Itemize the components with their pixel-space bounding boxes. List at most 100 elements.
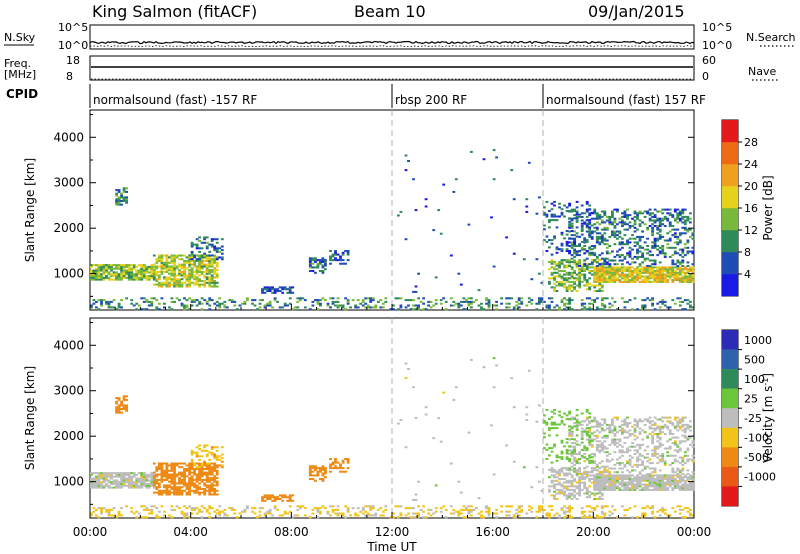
heatmap-cell xyxy=(600,465,604,468)
heatmap-cell xyxy=(422,297,426,300)
heatmap-cell xyxy=(673,266,677,269)
heatmap-cell xyxy=(160,475,164,478)
heatmap-cell xyxy=(638,427,642,430)
heatmap-cell xyxy=(570,488,574,491)
heatmap-cell xyxy=(631,237,634,240)
heatmap-cell xyxy=(563,204,566,207)
heatmap-cell xyxy=(417,516,421,519)
heatmap-cell xyxy=(140,273,144,276)
heatmap-cell xyxy=(656,447,660,450)
heatmap-cell xyxy=(190,260,194,263)
heatmap-cell xyxy=(178,281,181,284)
heatmap-cell xyxy=(626,460,629,463)
heatmap-cell xyxy=(120,483,124,486)
heatmap-cell xyxy=(122,200,126,203)
heatmap-cell xyxy=(210,245,214,248)
heatmap-cell xyxy=(661,474,665,477)
heatmap-cell xyxy=(122,404,126,407)
heatmap-cell xyxy=(548,476,551,479)
heatmap-cell xyxy=(608,478,612,481)
heatmap-cell xyxy=(223,300,227,303)
heatmap-cell xyxy=(626,243,629,246)
heatmap-cell xyxy=(112,507,116,510)
heatmap-cell xyxy=(671,469,675,472)
heatmap-cell xyxy=(565,456,569,459)
heatmap-cell xyxy=(588,422,592,425)
heatmap-cell xyxy=(585,284,589,287)
heatmap-cell xyxy=(686,479,690,482)
heatmap-cell xyxy=(185,306,189,309)
heatmap-cell xyxy=(278,498,282,501)
heatmap-cell xyxy=(658,223,662,226)
heatmap-cell xyxy=(188,482,192,485)
heatmap-cell xyxy=(170,466,174,469)
heatmap-cell xyxy=(208,516,212,519)
heatmap-cell xyxy=(588,223,592,226)
heatmap-cell xyxy=(200,270,204,273)
heatmap-cell xyxy=(183,484,186,487)
heatmap-cell xyxy=(183,274,186,277)
heatmap-cell xyxy=(407,507,410,510)
x-tick-label: 16:00 xyxy=(475,525,510,539)
heatmap-cell xyxy=(429,300,433,303)
heatmap-cell xyxy=(266,290,270,293)
heatmap-cell xyxy=(633,485,637,488)
heatmap-cell xyxy=(117,397,121,400)
heatmap-cell xyxy=(623,255,627,258)
heatmap-cell xyxy=(457,512,461,515)
heatmap-cell xyxy=(638,458,642,461)
heatmap-cell xyxy=(170,462,174,465)
heatmap-cell xyxy=(203,493,207,496)
heatmap-cell xyxy=(580,204,584,207)
heatmap-cell xyxy=(185,274,189,277)
x-tick-label: 00:00 xyxy=(73,525,108,539)
heatmap-cell xyxy=(399,297,403,300)
heatmap-cell xyxy=(140,472,144,475)
heatmap-cell xyxy=(213,469,217,472)
heatmap-cell xyxy=(570,277,574,280)
heatmap-cell xyxy=(668,474,672,477)
heatmap-cell xyxy=(633,505,637,508)
heatmap-cell xyxy=(220,256,224,259)
heatmap-cell xyxy=(173,464,176,467)
heatmap-cell xyxy=(97,484,101,487)
heatmap-cell xyxy=(548,512,551,515)
heatmap-cell xyxy=(525,210,529,213)
heatmap-cell xyxy=(578,490,582,493)
heatmap-cell xyxy=(316,472,320,475)
heatmap-cell xyxy=(95,267,98,270)
heatmap-cell xyxy=(271,514,275,517)
heatmap-cell xyxy=(515,512,519,515)
heatmap-cell xyxy=(613,300,617,303)
heatmap-cell xyxy=(638,223,642,226)
heatmap-cell xyxy=(681,485,685,488)
heatmap-cell xyxy=(346,300,350,303)
heatmap-cell xyxy=(573,282,577,285)
heatmap-cell xyxy=(213,478,217,481)
heatmap-cell xyxy=(507,505,511,508)
heatmap-cell xyxy=(319,470,322,473)
heatmap-cell xyxy=(603,418,607,421)
heatmap-cell xyxy=(356,299,360,302)
heatmap-cell xyxy=(278,514,282,517)
heatmap-cell xyxy=(600,436,604,439)
heatmap-cell xyxy=(683,228,687,231)
heatmap-cell xyxy=(170,256,174,259)
heatmap-cell xyxy=(656,483,660,486)
heatmap-cell xyxy=(585,202,589,205)
heatmap-cell xyxy=(117,486,121,489)
heatmap-cell xyxy=(256,308,259,311)
heatmap-cell xyxy=(170,508,174,511)
heatmap-cell xyxy=(580,448,584,451)
heatmap-cell xyxy=(122,271,126,274)
heatmap-cell xyxy=(580,273,584,276)
heatmap-cell xyxy=(570,485,574,488)
heatmap-cell xyxy=(200,267,204,270)
heatmap-cell xyxy=(585,505,589,508)
heatmap-cell xyxy=(90,278,93,281)
heatmap-cell xyxy=(200,475,204,478)
heatmap-cell xyxy=(540,299,544,302)
heatmap-cell xyxy=(613,277,617,280)
heatmap-cell xyxy=(595,436,599,439)
heatmap-cell xyxy=(218,247,222,250)
